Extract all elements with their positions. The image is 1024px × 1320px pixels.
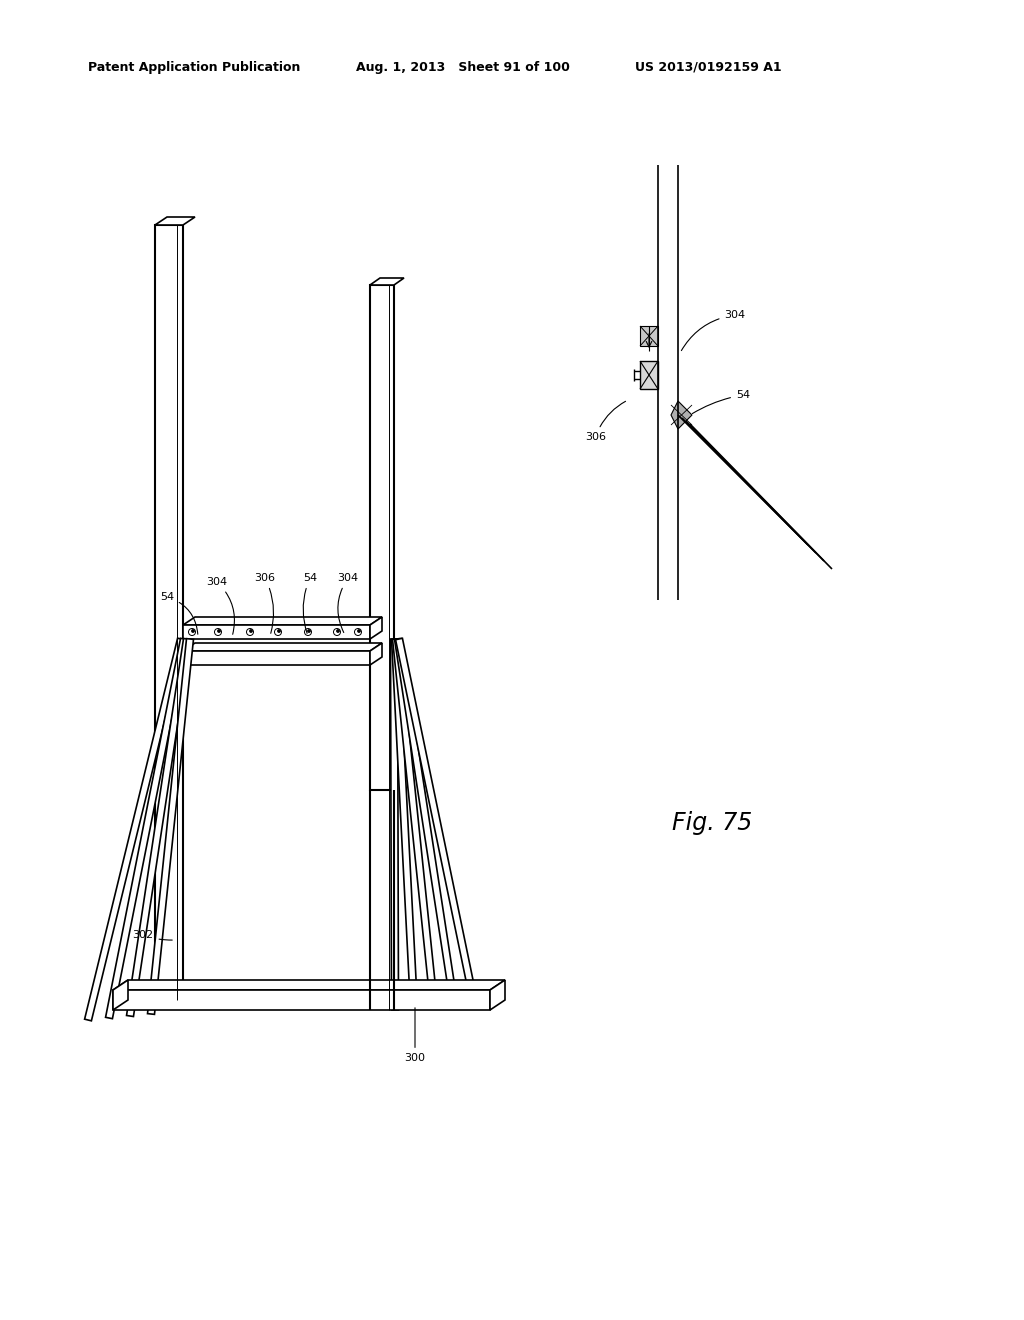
Text: 306: 306 (585, 401, 626, 442)
Polygon shape (370, 285, 394, 789)
Circle shape (250, 630, 252, 632)
Text: US 2013/0192159 A1: US 2013/0192159 A1 (635, 61, 781, 74)
Polygon shape (85, 638, 184, 1020)
Text: 304: 304 (207, 577, 234, 635)
Polygon shape (155, 224, 183, 1001)
Polygon shape (183, 643, 382, 651)
Polygon shape (392, 639, 437, 1006)
Polygon shape (183, 616, 382, 624)
Polygon shape (394, 639, 458, 1005)
Circle shape (308, 630, 310, 632)
Polygon shape (183, 651, 370, 665)
Polygon shape (183, 624, 370, 639)
Circle shape (357, 630, 360, 632)
Polygon shape (147, 639, 194, 1014)
Text: 304: 304 (338, 573, 358, 632)
Polygon shape (671, 401, 692, 429)
Polygon shape (490, 979, 505, 1010)
Text: Aug. 1, 2013   Sheet 91 of 100: Aug. 1, 2013 Sheet 91 of 100 (356, 61, 570, 74)
Polygon shape (370, 643, 382, 665)
Text: 54: 54 (303, 573, 317, 634)
Text: 300: 300 (404, 1007, 426, 1063)
Circle shape (218, 630, 220, 632)
Circle shape (337, 630, 339, 632)
Polygon shape (113, 990, 490, 1010)
Text: 54: 54 (692, 389, 750, 413)
Polygon shape (395, 639, 477, 1003)
Polygon shape (155, 216, 195, 224)
Text: 54: 54 (160, 591, 198, 634)
Polygon shape (127, 639, 190, 1016)
Text: 306: 306 (255, 573, 275, 634)
Polygon shape (113, 979, 128, 1010)
Text: 302: 302 (132, 931, 172, 940)
Circle shape (278, 630, 281, 632)
Polygon shape (640, 360, 658, 389)
Text: 304: 304 (681, 310, 745, 351)
Polygon shape (113, 979, 505, 990)
Polygon shape (391, 639, 418, 1008)
Circle shape (191, 630, 195, 632)
Polygon shape (390, 639, 398, 1010)
Polygon shape (640, 326, 658, 346)
Text: Patent Application Publication: Patent Application Publication (88, 61, 300, 74)
Polygon shape (370, 616, 382, 639)
Polygon shape (105, 639, 187, 1019)
Text: Fig. 75: Fig. 75 (672, 810, 753, 836)
Polygon shape (370, 279, 404, 285)
